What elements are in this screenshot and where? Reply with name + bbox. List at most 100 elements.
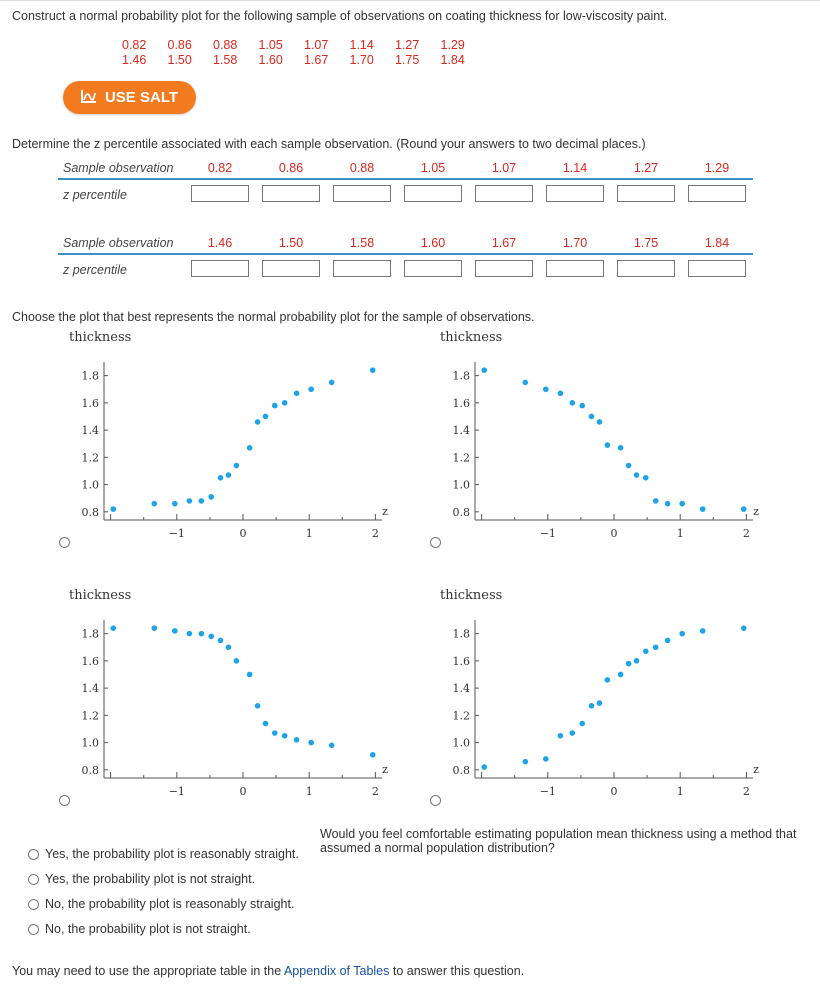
z-percentile-input[interactable] (262, 260, 320, 277)
data-point (369, 367, 376, 373)
data-point (617, 671, 624, 678)
plot-c-chart: 0.8 1.0 1.2 1.4 1.6 1.8 −1 0 1 2z (82, 620, 388, 798)
salt-chart-icon (80, 89, 97, 107)
x-axis-label: z (382, 505, 388, 518)
appendix-link[interactable]: Appendix of Tables (283, 964, 390, 978)
option-1[interactable]: Yes, the probability plot is reasonably … (28, 847, 299, 861)
footer-text: You may need to use the appropriate tabl… (12, 964, 524, 978)
instruction-text: Determine the z percentile associated wi… (12, 137, 646, 151)
data-point (271, 730, 278, 736)
data-point (172, 628, 178, 634)
sample-observation-value: 1.29 (704, 161, 730, 175)
data-point (664, 637, 671, 644)
data-point (617, 445, 624, 451)
y-tick-label: 1.4 (82, 424, 100, 437)
data-point (233, 658, 240, 664)
data-point (481, 367, 488, 373)
data-point (254, 419, 261, 425)
data-point (642, 474, 649, 481)
z-percentile-input[interactable] (617, 260, 675, 277)
sample-observation-value: 0.82 (207, 161, 233, 175)
y-tick-label: 1.0 (82, 737, 100, 750)
data-point (262, 720, 269, 727)
data-point (225, 472, 232, 478)
data-point (151, 625, 158, 631)
sample-observation-value: 1.58 (349, 236, 375, 250)
y-tick-label: 1.4 (453, 682, 471, 695)
z-percentile-input[interactable] (475, 260, 533, 277)
data-point (642, 648, 649, 655)
z-percentile-input[interactable] (617, 185, 675, 202)
z-percentile-input[interactable] (191, 260, 249, 277)
y-tick-label: 1.8 (453, 628, 471, 641)
option-3-radio[interactable] (28, 898, 39, 910)
data-point (522, 758, 529, 765)
data-point (328, 379, 335, 386)
data-point (604, 677, 611, 683)
z-percentile-input[interactable] (333, 260, 391, 277)
data-point (151, 500, 158, 507)
z-percentile-input[interactable] (688, 260, 746, 277)
y-tick-label: 1.6 (453, 655, 471, 668)
data-point (110, 506, 117, 512)
use-salt-label: USE SALT (104, 89, 179, 106)
option-4-radio[interactable] (28, 923, 39, 935)
data-point (217, 637, 224, 644)
x-tick-label: 2 (372, 785, 379, 798)
data-point (246, 671, 253, 678)
z-percentile-input[interactable] (404, 260, 462, 277)
plot-b-radio[interactable] (430, 537, 441, 548)
plot-d-radio[interactable] (430, 795, 441, 806)
option-4[interactable]: No, the probability plot is not straight… (28, 922, 251, 936)
data-point (557, 732, 564, 739)
x-axis-label: z (753, 505, 759, 518)
data-point (262, 413, 269, 420)
plot-a-radio[interactable] (59, 537, 70, 548)
y-tick-label: 1.8 (82, 370, 100, 383)
observation-value: 1.07 (304, 38, 329, 52)
y-tick-label: 1.0 (82, 479, 100, 492)
data-point (481, 764, 488, 770)
y-tick-label: 1.6 (82, 655, 100, 668)
data-point (217, 474, 224, 481)
option-2-radio[interactable] (28, 873, 39, 885)
sample-observation-value: 1.46 (207, 236, 233, 250)
plot-c-radio[interactable] (59, 795, 70, 806)
table2-row-label: Sample observation (63, 236, 174, 250)
data-point (208, 633, 215, 640)
z-percentile-input[interactable] (546, 185, 604, 202)
data-point (652, 498, 659, 504)
option-3[interactable]: No, the probability plot is reasonably s… (28, 897, 294, 911)
option-1-radio[interactable] (28, 848, 39, 860)
footer-before: You may need to use the appropriate tabl… (12, 964, 284, 978)
data-point (110, 625, 117, 631)
data-point (664, 500, 671, 507)
table2-rule (58, 253, 753, 255)
data-point (172, 500, 178, 507)
data-point (579, 720, 586, 727)
y-tick-label: 1.2 (82, 709, 100, 722)
observation-value: 1.84 (440, 53, 465, 67)
plot-d-chart: 0.8 1.0 1.2 1.4 1.6 1.8 −1 0 1 2z (453, 620, 759, 798)
data-point (579, 402, 586, 409)
observation-value: 0.88 (213, 38, 238, 52)
footer-after: to answer this question. (389, 964, 525, 978)
x-tick-label: −1 (540, 785, 556, 798)
z-percentile-input[interactable] (262, 185, 320, 202)
z-percentile-input[interactable] (546, 260, 604, 277)
z-percentile-input[interactable] (191, 185, 249, 202)
z-percentile-input[interactable] (475, 185, 533, 202)
x-tick-label: 0 (240, 527, 247, 540)
use-salt-button[interactable]: USE SALT (63, 81, 196, 114)
option-2[interactable]: Yes, the probability plot is not straigh… (28, 872, 255, 886)
z-percentile-input[interactable] (688, 185, 746, 202)
data-point (699, 628, 706, 634)
z-percentile-input[interactable] (333, 185, 391, 202)
sample-observation-value: 1.67 (491, 236, 517, 250)
data-point (281, 400, 288, 406)
observation-value: 1.60 (258, 53, 283, 67)
data-point (186, 630, 193, 637)
option-4-label: No, the probability plot is not straight… (45, 922, 251, 936)
z-percentile-input[interactable] (404, 185, 462, 202)
data-point (596, 419, 603, 425)
